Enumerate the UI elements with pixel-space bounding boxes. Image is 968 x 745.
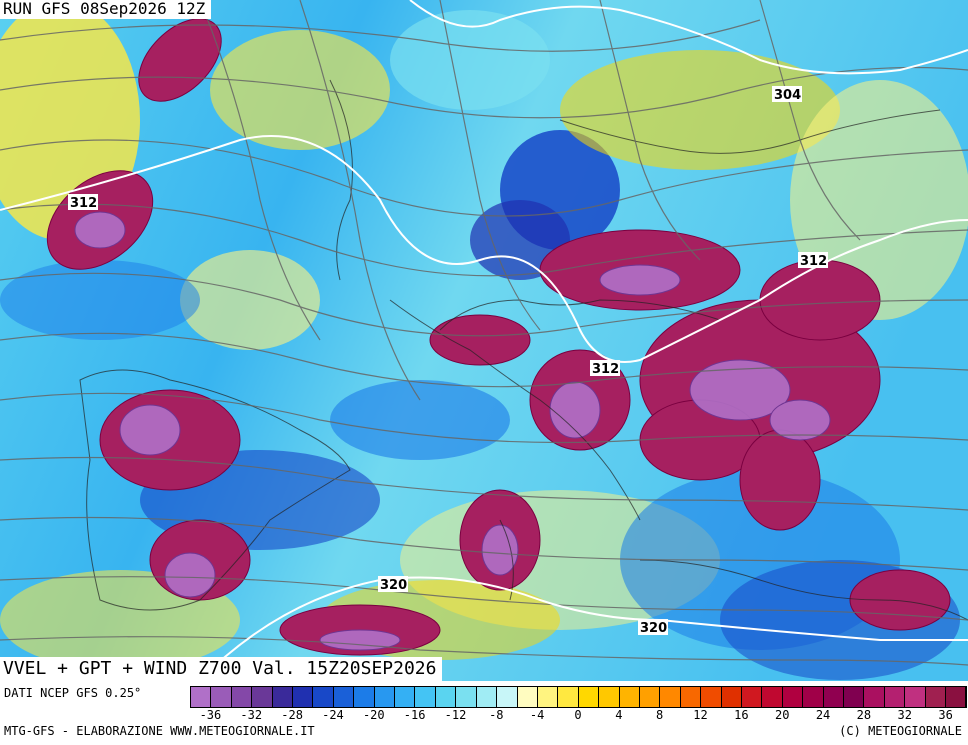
colorbar-swatch — [435, 687, 457, 707]
colorbar-tick-label: 4 — [615, 708, 623, 722]
colorbar-tick-label: -8 — [489, 708, 504, 722]
map-canvas: 304 312 312 312 320 320 — [0, 0, 968, 681]
colorbar-swatch — [701, 687, 722, 707]
colorbar-swatch — [211, 687, 232, 707]
colorbar-swatch — [660, 687, 681, 707]
colorbar-swatch — [639, 687, 661, 707]
colorbar-tick-label: -12 — [444, 708, 467, 722]
contour-label-312-east: 312 — [800, 254, 827, 269]
contour-label-312-west: 312 — [70, 196, 97, 211]
colorbar-swatch — [558, 687, 579, 707]
colorbar — [190, 686, 968, 708]
colorbar-swatch — [803, 687, 824, 707]
contour-label-320-west: 320 — [380, 578, 407, 593]
colorbar-tick-label: -16 — [403, 708, 426, 722]
map-title: VVEL + GPT + WIND Z700 Val. 15Z20SEP2026 — [0, 657, 443, 681]
colorbar-swatch — [395, 687, 416, 707]
colorbar-swatch — [864, 687, 885, 707]
colorbar-tick-label: 20 — [774, 708, 790, 722]
colorbar-tick-label: -4 — [529, 708, 545, 722]
colorbar-swatch — [476, 687, 498, 707]
colorbar-swatch — [415, 687, 436, 707]
colorbar-tick-label: 24 — [815, 708, 831, 722]
colorbar-tick-label: -32 — [240, 708, 263, 722]
colorbar-swatch — [293, 687, 314, 707]
colorbar-swatch — [680, 687, 702, 707]
colorbar-tick-label: -24 — [322, 708, 344, 722]
colorbar-tick-label: -28 — [281, 708, 303, 722]
colorbar-swatch — [884, 687, 906, 707]
colorbar-swatch — [619, 687, 640, 707]
colorbar-swatch — [599, 687, 620, 707]
colorbar-swatch — [497, 687, 518, 707]
colorbar-swatch — [456, 687, 477, 707]
colorbar-swatch — [844, 687, 865, 707]
weather-map: 304 312 312 312 320 320 — [0, 0, 968, 681]
colorbar-tick-label: 12 — [693, 708, 708, 722]
run-label: RUN GFS 08Sep2026 12Z — [0, 0, 212, 19]
contour-labels: 304 312 312 312 320 320 — [68, 86, 828, 636]
colorbar-swatch — [925, 687, 947, 707]
colorbar-swatch — [721, 687, 742, 707]
colorbar-swatch — [578, 687, 600, 707]
contour-label-312-center: 312 — [592, 362, 619, 377]
colorbar-ticks: -36 -32 -28 -24 -20 -16 -12 -8 -4 0 4 8 12 16 20 24 28 32… — [190, 708, 966, 724]
credit-left: MTG-GFS - ELABORAZIONE WWW.METEOGIORNALE… — [4, 724, 315, 738]
colorbar-swatch — [517, 687, 538, 707]
coastlines — [79, 79, 968, 621]
colorbar-swatch — [537, 687, 559, 707]
credit-right: (C) METEOGIORNALE — [839, 724, 962, 738]
colorbar-tick-label: 16 — [734, 708, 749, 722]
data-source: DATI NCEP GFS 0.25° — [4, 686, 142, 700]
colorbar-swatch — [823, 687, 844, 707]
colorbar-swatch — [313, 687, 334, 707]
colorbar-swatch — [252, 687, 273, 707]
colorbar-swatch — [741, 687, 763, 707]
contour-label-320-east: 320 — [640, 621, 667, 636]
colorbar-swatch — [231, 687, 253, 707]
colorbar-swatch — [272, 687, 294, 707]
colorbar-swatch — [762, 687, 783, 707]
colorbar-swatch — [782, 687, 804, 707]
colorbar-tick-label: -36 — [199, 708, 222, 722]
colorbar-tick-label: 8 — [656, 708, 664, 722]
colorbar-tick-label: 0 — [574, 708, 582, 722]
colorbar-tick-label: -20 — [362, 708, 385, 722]
colorbar-swatch — [905, 687, 926, 707]
colorbar-swatch — [946, 687, 967, 707]
colorbar-swatch — [374, 687, 396, 707]
contour-label-304: 304 — [774, 88, 801, 103]
wind-streamlines — [0, 0, 968, 666]
colorbar-swatch — [333, 687, 355, 707]
colorbar-swatch — [191, 687, 212, 707]
colorbar-tick-label: 28 — [856, 708, 872, 722]
colorbar-tick-label: 32 — [897, 708, 912, 722]
colorbar-swatch — [354, 687, 375, 707]
colorbar-tick-label: 36 — [938, 708, 953, 722]
